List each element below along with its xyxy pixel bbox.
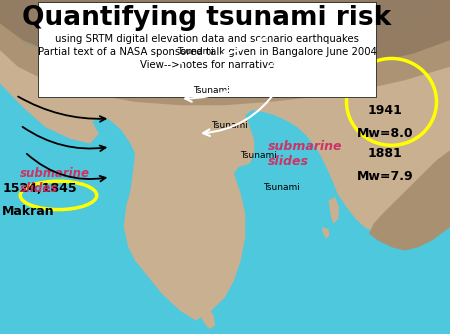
Text: Tsunami: Tsunami xyxy=(193,86,230,95)
Polygon shape xyxy=(0,0,450,105)
Text: using SRTM digital elevation data and scenario earthquakes: using SRTM digital elevation data and sc… xyxy=(55,34,359,44)
Text: Tsunami: Tsunami xyxy=(177,47,214,56)
Text: 1524,1845: 1524,1845 xyxy=(2,182,77,195)
Text: 1941: 1941 xyxy=(367,104,402,117)
Polygon shape xyxy=(0,0,450,321)
Text: submarine
slides: submarine slides xyxy=(268,140,342,168)
Text: Tsunami: Tsunami xyxy=(211,121,248,130)
Polygon shape xyxy=(0,0,450,77)
Text: submarine
slides: submarine slides xyxy=(20,167,90,195)
Text: Mw=8.0: Mw=8.0 xyxy=(356,127,413,140)
Text: Quantifying tsunami risk: Quantifying tsunami risk xyxy=(22,5,392,31)
Polygon shape xyxy=(328,197,339,224)
Text: Mw=7.9: Mw=7.9 xyxy=(356,170,413,183)
FancyBboxPatch shape xyxy=(38,2,376,97)
Text: Partial text of a NASA sponsored talk given in Bangalore June 2004: Partial text of a NASA sponsored talk gi… xyxy=(37,47,377,57)
Text: Tsunami: Tsunami xyxy=(263,183,300,191)
Text: View-->notes for narrative: View-->notes for narrative xyxy=(140,60,274,70)
Polygon shape xyxy=(322,227,329,239)
Text: Makran: Makran xyxy=(2,205,55,218)
Polygon shape xyxy=(200,307,215,329)
Polygon shape xyxy=(369,150,450,250)
Text: 1881: 1881 xyxy=(367,147,402,160)
Text: Tsunami: Tsunami xyxy=(240,151,277,160)
